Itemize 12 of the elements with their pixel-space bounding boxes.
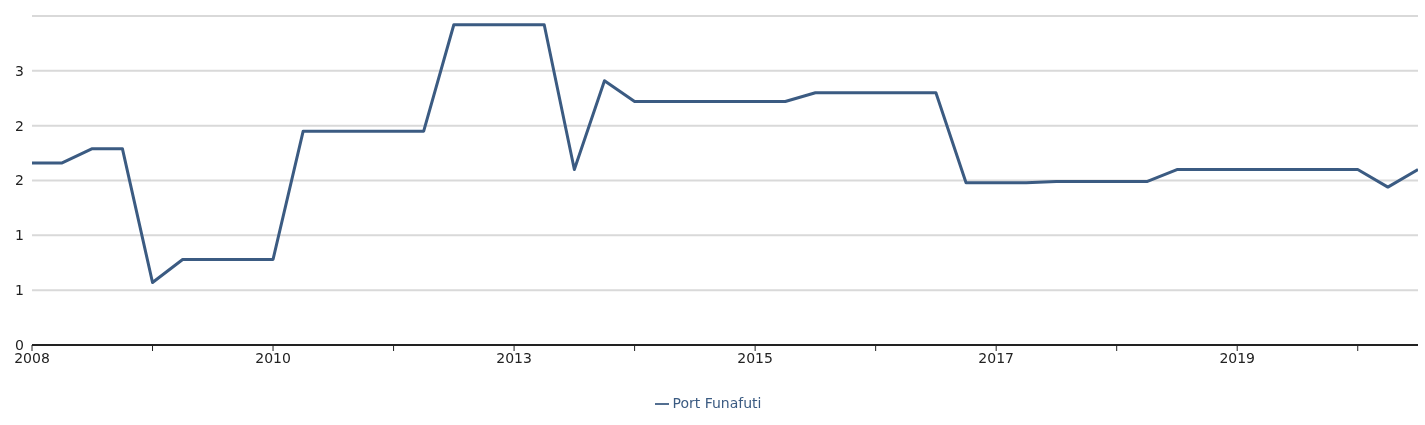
y-tick-label: 2 (15, 117, 24, 134)
line-series (32, 23, 1418, 284)
x-tick-label: 2010 (255, 349, 291, 366)
x-tick-label: 2017 (978, 349, 1014, 366)
x-tick-label: 2019 (1219, 349, 1256, 366)
y-tick-label: 1 (15, 227, 24, 244)
legend-label: Port Funafuti (672, 395, 762, 411)
x-tick-label: 2013 (496, 349, 532, 366)
y-tick-label: 3 (15, 62, 24, 79)
y-tick-label: 1 (15, 282, 24, 299)
y-tick-label: 2 (15, 172, 24, 189)
x-tick-label: 2015 (737, 349, 773, 366)
